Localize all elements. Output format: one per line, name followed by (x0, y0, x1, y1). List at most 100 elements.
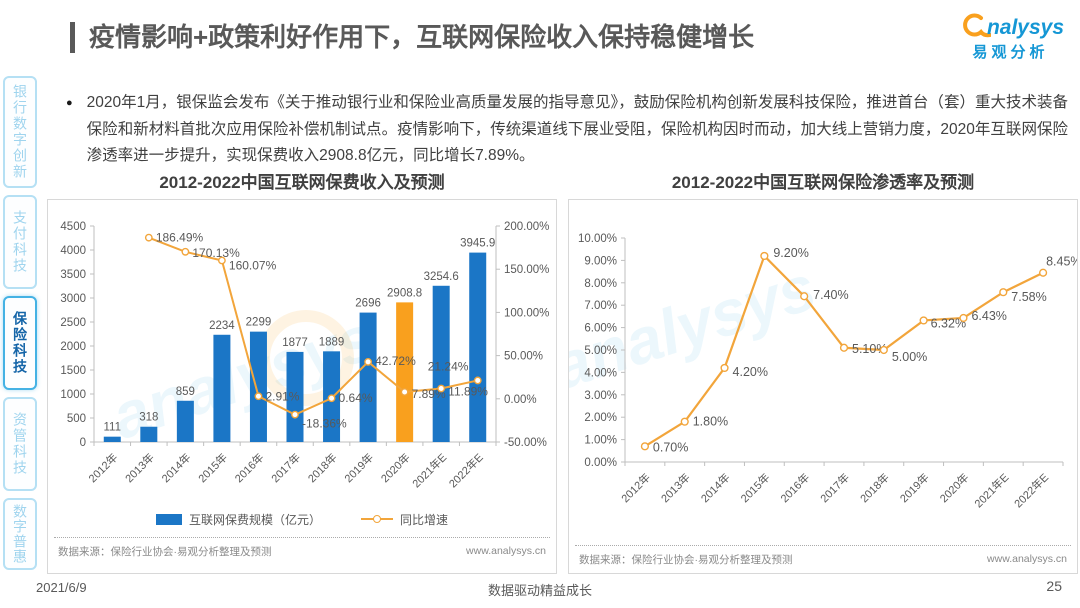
legend-item-bar: 互联网保费规模（亿元） (155, 511, 321, 528)
svg-text:2021年E: 2021年E (971, 470, 1011, 510)
bullet-icon: ● (66, 97, 73, 109)
sidebar-item-insurance-tech[interactable]: 保险科技 (3, 296, 37, 390)
svg-text:2012年: 2012年 (618, 470, 653, 505)
svg-text:0.00%: 0.00% (504, 394, 537, 406)
analysys-logo: nalysys 易观分析 (957, 10, 1064, 62)
svg-text:6.32%: 6.32% (931, 316, 966, 330)
premium-income-chart-title: 2012-2022中国互联网保费收入及预测 (159, 173, 445, 192)
svg-text:4000: 4000 (60, 245, 86, 257)
footer-slogan: 数据驱动精益成长 (487, 583, 592, 598)
svg-text:2018年: 2018年 (305, 450, 340, 485)
sidebar: 银行数字创新 支付科技 保险科技 资管科技 数字普惠 (3, 76, 37, 570)
sidebar-item-asset-management-tech[interactable]: 资管科技 (3, 397, 37, 491)
svg-text:2014年: 2014年 (158, 450, 193, 485)
svg-text:2021年E: 2021年E (409, 450, 449, 490)
svg-text:2014年: 2014年 (698, 470, 733, 505)
svg-text:8.45%: 8.45% (1046, 255, 1077, 269)
sidebar-item-payment-tech[interactable]: 支付科技 (3, 195, 37, 289)
svg-text:318: 318 (139, 412, 158, 424)
footer-date: 2021/6/9 (36, 580, 87, 595)
svg-text:3945.9: 3945.9 (460, 238, 495, 250)
svg-text:2022年E: 2022年E (1011, 470, 1051, 510)
premium-income-chart: 0 500 1000 1500 2000 2500 3000 3500 4000 4500 -50.… (60, 221, 549, 490)
analysys-site-link[interactable]: www.analysys.cn (987, 553, 1067, 565)
svg-text:8.00%: 8.00% (584, 278, 617, 290)
svg-text:3254.6: 3254.6 (424, 271, 459, 283)
svg-text:100.00%: 100.00% (504, 307, 549, 319)
svg-text:6.43%: 6.43% (971, 309, 1006, 323)
svg-text:186.49%: 186.49% (156, 231, 204, 245)
svg-text:3000: 3000 (60, 293, 86, 305)
svg-text:0: 0 (80, 437, 86, 449)
svg-text:-18.36%: -18.36% (302, 417, 347, 431)
analysys-site-link[interactable]: www.analysys.cn (466, 545, 546, 557)
svg-text:4500: 4500 (60, 221, 86, 233)
page-number: 25 (1046, 578, 1062, 594)
legend-line-label: 同比增速 (400, 512, 449, 527)
summary-bullet: ● 2020年1月，银保监会发布《关于推动银行业和保险业高质量发展的指导意见》，… (66, 90, 1068, 170)
svg-text:3500: 3500 (60, 269, 86, 281)
svg-text:1.80%: 1.80% (693, 415, 728, 429)
svg-text:3.00%: 3.00% (584, 390, 617, 402)
header: 疫情影响+政策利好作用下，互联网保险收入保持稳健增长 (70, 22, 754, 54)
svg-text:1.00%: 1.00% (584, 435, 617, 447)
svg-text:50.00%: 50.00% (504, 351, 543, 363)
svg-text:2017年: 2017年 (268, 450, 303, 485)
svg-text:0.64%: 0.64% (339, 391, 373, 405)
svg-text:11.89%: 11.89% (448, 385, 488, 399)
svg-text:2019年: 2019年 (341, 450, 376, 485)
source-divider (575, 545, 1071, 546)
svg-text:6.00%: 6.00% (584, 323, 617, 335)
svg-text:2013年: 2013年 (658, 470, 693, 505)
svg-text:2.91%: 2.91% (265, 389, 299, 403)
legend-bar-label: 互联网保费规模（亿元） (188, 512, 321, 527)
svg-text:4.00%: 4.00% (584, 367, 617, 379)
svg-text:2299: 2299 (246, 317, 272, 329)
svg-text:859: 859 (176, 386, 195, 398)
summary-text: 2020年1月，银保监会发布《关于推动银行业和保险业高质量发展的指导意见》，鼓励… (86, 94, 1068, 165)
premium-income-panel: 2012-2022中国互联网保费收入及预测 analysys 0 500 1000 1… (47, 168, 557, 574)
svg-text:-50.00%: -50.00% (504, 437, 547, 449)
svg-text:2013年: 2013年 (122, 450, 157, 485)
svg-text:2000: 2000 (60, 341, 86, 353)
svg-text:7.89%: 7.89% (412, 387, 446, 401)
svg-text:0.70%: 0.70% (653, 440, 688, 454)
sidebar-item-digital-inclusion[interactable]: 数字普惠 (3, 498, 37, 570)
legend-item-line: 同比增速 (361, 511, 448, 528)
svg-text:2016年: 2016年 (232, 450, 267, 485)
svg-text:111: 111 (104, 422, 121, 434)
svg-text:2022年E: 2022年E (446, 450, 486, 490)
svg-text:9.20%: 9.20% (773, 246, 808, 260)
sidebar-item-banking-digital-innovation[interactable]: 银行数字创新 (3, 76, 37, 188)
svg-text:4.20%: 4.20% (733, 365, 768, 379)
svg-text:2018年: 2018年 (857, 470, 892, 505)
svg-text:2500: 2500 (60, 317, 86, 329)
svg-text:2908.8: 2908.8 (387, 287, 422, 299)
svg-text:1877: 1877 (282, 337, 308, 349)
svg-text:2020年: 2020年 (378, 450, 413, 485)
svg-text:2.00%: 2.00% (584, 412, 617, 424)
svg-text:0.00%: 0.00% (584, 457, 617, 469)
logo-brand-cn: 易观分析 (972, 44, 1049, 61)
svg-text:1889: 1889 (319, 336, 345, 348)
svg-text:500: 500 (67, 413, 86, 425)
svg-text:5.00%: 5.00% (584, 345, 617, 357)
page-title: 疫情影响+政策利好作用下，互联网保险收入保持稳健增长 (70, 22, 754, 54)
svg-text:10.00%: 10.00% (578, 233, 617, 245)
svg-text:7.40%: 7.40% (813, 288, 848, 302)
svg-text:2012年: 2012年 (85, 450, 120, 485)
data-source-note: 数据来源：保险行业协会·易观分析整理及预测 (579, 553, 793, 566)
chart-legend: 互联网保费规模（亿元） 同比增速 (48, 506, 556, 532)
penetration-rate-chart-box: analysys 0.00% 1.00% 2.00% 3.00% 4.00% 5.00% 6… (568, 199, 1078, 574)
svg-text:200.00%: 200.00% (504, 221, 549, 233)
svg-text:1500: 1500 (60, 365, 86, 377)
svg-text:42.72%: 42.72% (375, 354, 416, 368)
svg-text:5.10%: 5.10% (852, 342, 887, 356)
data-source-note: 数据来源：保险行业协会·易观分析整理及预测 (58, 545, 272, 558)
analysys-swoosh-icon (963, 13, 991, 38)
svg-text:150.00%: 150.00% (504, 264, 549, 276)
svg-text:160.07%: 160.07% (229, 258, 277, 272)
penetration-rate-panel: 2012-2022中国互联网保险渗透率及预测 analysys 0.00% 1.0… (568, 168, 1078, 574)
svg-text:2017年: 2017年 (817, 470, 852, 505)
